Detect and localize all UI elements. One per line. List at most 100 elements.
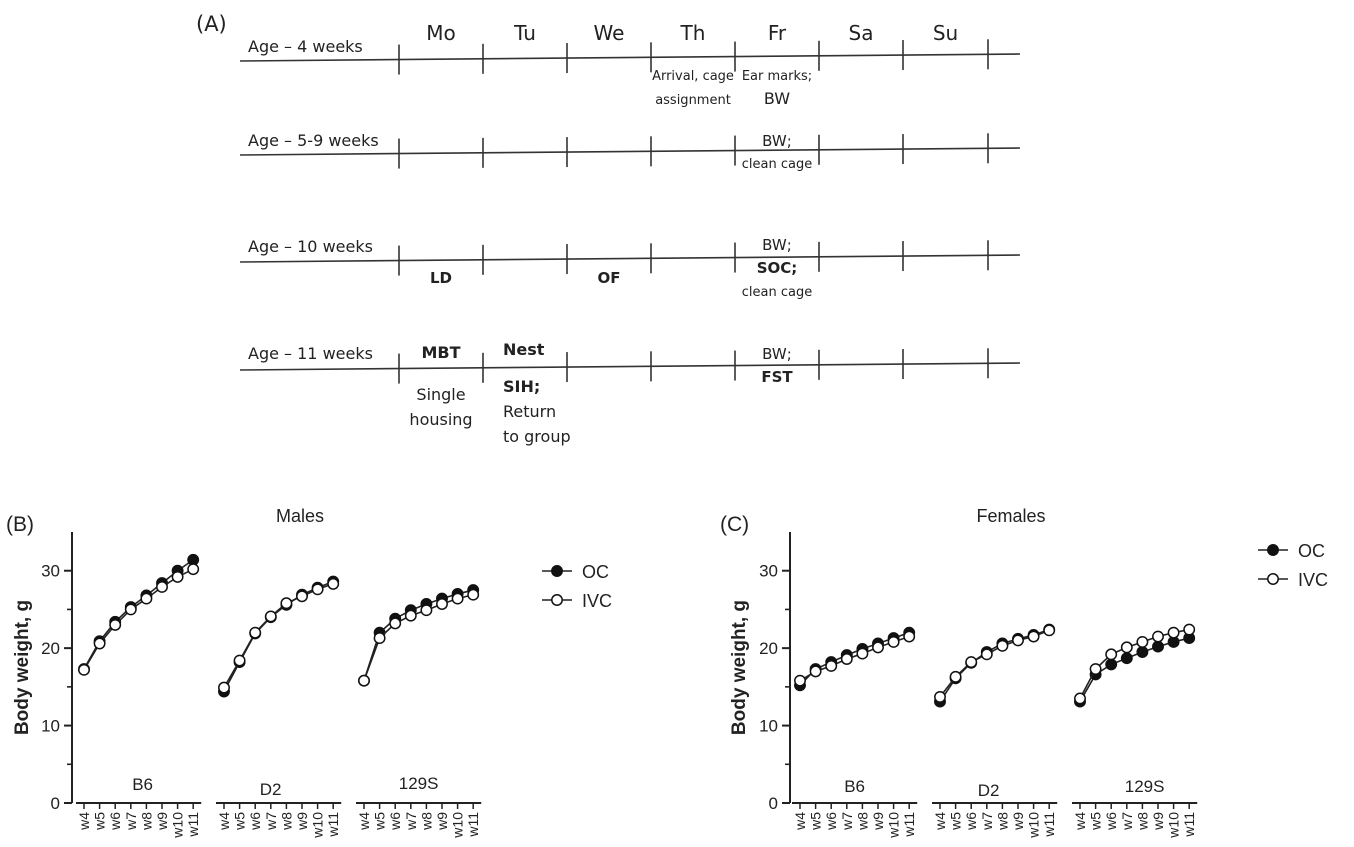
schedule-row: Age – 10 weeks LD OF BW; SOC; clean cage xyxy=(239,236,1021,300)
strain-label: B6 xyxy=(844,777,865,796)
day-label-su: Su xyxy=(933,21,958,45)
chart-title: Females xyxy=(976,506,1045,526)
schedule-note: MBT xyxy=(421,343,460,362)
x-tick-label: w9 xyxy=(870,812,886,831)
schedule-note: clean cage xyxy=(742,285,812,300)
data-point-ivc xyxy=(140,592,153,605)
x-tick-label: w4 xyxy=(792,812,808,831)
x-tick-label: w9 xyxy=(434,812,450,831)
schedule-note: BW; xyxy=(762,132,792,150)
x-tick-label: w4 xyxy=(76,812,92,831)
data-point-ivc xyxy=(124,603,137,616)
x-tick-label: w5 xyxy=(808,812,824,831)
schedule-note: OF xyxy=(598,269,621,287)
x-tick-label: w10 xyxy=(886,812,902,839)
data-point-ivc xyxy=(996,639,1009,652)
data-point-ivc xyxy=(1089,663,1102,675)
panel-label: (C) xyxy=(720,513,749,536)
day-label-we: We xyxy=(594,21,625,45)
data-point-ivc xyxy=(404,609,417,622)
y-tick-label: 10 xyxy=(41,717,60,736)
data-point-ivc xyxy=(109,618,122,631)
legend-marker xyxy=(551,565,563,577)
row-timeline xyxy=(239,362,1021,371)
row-age-label: Age – 10 weeks xyxy=(248,237,373,256)
series-line-oc xyxy=(223,580,334,692)
strain-group: w4 w5 w6 w7 w8 w9 w10 w11 129S xyxy=(356,584,482,839)
x-tick-label: w5 xyxy=(948,812,964,831)
row-age-label: Age – 5-9 weeks xyxy=(248,131,379,150)
x-tick-label: w11 xyxy=(325,812,341,838)
y-tick-label: 0 xyxy=(769,794,778,813)
data-point-ivc xyxy=(358,674,370,687)
legend-marker xyxy=(551,594,563,606)
legend-label: IVC xyxy=(582,591,612,611)
data-point-ivc xyxy=(311,583,324,596)
x-tick-label: w5 xyxy=(372,812,388,831)
x-tick-label: w5 xyxy=(92,812,108,831)
data-point-ivc xyxy=(78,663,90,676)
x-tick-label: w7 xyxy=(403,812,419,831)
legend-item-oc: OC xyxy=(542,562,609,582)
x-tick-label: w6 xyxy=(387,812,403,831)
data-point-ivc xyxy=(949,670,962,683)
x-tick-label: w4 xyxy=(216,812,232,831)
x-tick-label: w6 xyxy=(823,812,839,831)
x-tick-label: w11 xyxy=(901,812,917,838)
data-point-ivc xyxy=(156,581,168,593)
x-tick-label: w4 xyxy=(356,812,372,831)
schedule-row: Age – 11 weeks MBT Single housing Nest SIH; Re… xyxy=(239,340,1021,446)
x-tick-label: w9 xyxy=(294,812,310,831)
legend-label: OC xyxy=(1298,541,1325,561)
data-point-ivc xyxy=(965,656,978,669)
x-tick-label: w10 xyxy=(310,812,326,839)
legend-item-ivc: IVC xyxy=(1258,570,1328,590)
panel-label: (B) xyxy=(6,513,34,536)
x-tick-label: w10 xyxy=(1166,812,1182,839)
x-tick-label: w6 xyxy=(963,812,979,831)
x-tick-label: w7 xyxy=(839,812,855,831)
legend-marker xyxy=(1267,573,1279,585)
schedule-note: to group xyxy=(503,427,571,446)
series-line-ivc xyxy=(83,568,194,671)
x-tick-label: w7 xyxy=(1119,812,1135,831)
data-point-ivc xyxy=(1012,634,1024,647)
data-point-ivc xyxy=(420,604,433,617)
data-point-ivc xyxy=(1167,626,1180,639)
data-point-ivc xyxy=(1074,692,1086,705)
schedule-timeline: (A) Mo Tu We Th Fr Sa Su Age – 4 weeks Arrival,… xyxy=(196,12,1021,446)
day-label-fr: Fr xyxy=(768,21,787,45)
x-tick-label: w11 xyxy=(465,812,481,838)
x-tick-label: w9 xyxy=(154,812,170,831)
x-tick-label: w7 xyxy=(263,812,279,831)
x-tick-label: w7 xyxy=(123,812,139,831)
day-label-th: Th xyxy=(680,21,706,45)
data-point-ivc xyxy=(451,592,464,605)
y-axis-label: Body weight, g xyxy=(729,600,750,735)
data-point-ivc xyxy=(872,641,884,654)
x-tick-label: w6 xyxy=(1103,812,1119,831)
schedule-note: FST xyxy=(761,368,793,386)
x-tick-label: w6 xyxy=(247,812,263,831)
x-tick-label: w8 xyxy=(278,812,294,831)
data-point-ivc xyxy=(809,665,822,678)
day-label-sa: Sa xyxy=(849,21,874,45)
schedule-note: SOC; xyxy=(757,259,798,277)
schedule-note: Return xyxy=(503,402,556,421)
schedule-note: SIH; xyxy=(503,377,540,396)
data-point-ivc xyxy=(980,648,993,661)
y-tick-label: 30 xyxy=(759,562,778,581)
y-axis-label: Body weight, g xyxy=(12,600,33,735)
legend-label: OC xyxy=(582,562,609,582)
data-point-ivc xyxy=(825,660,838,672)
x-tick-label: w11 xyxy=(1181,812,1197,838)
schedule-note: BW; xyxy=(762,236,792,254)
x-tick-label: w6 xyxy=(107,812,123,831)
x-tick-label: w9 xyxy=(1150,812,1166,831)
x-tick-label: w4 xyxy=(1072,812,1088,831)
data-point-ivc xyxy=(1136,635,1149,648)
data-point-oc xyxy=(1136,646,1149,658)
